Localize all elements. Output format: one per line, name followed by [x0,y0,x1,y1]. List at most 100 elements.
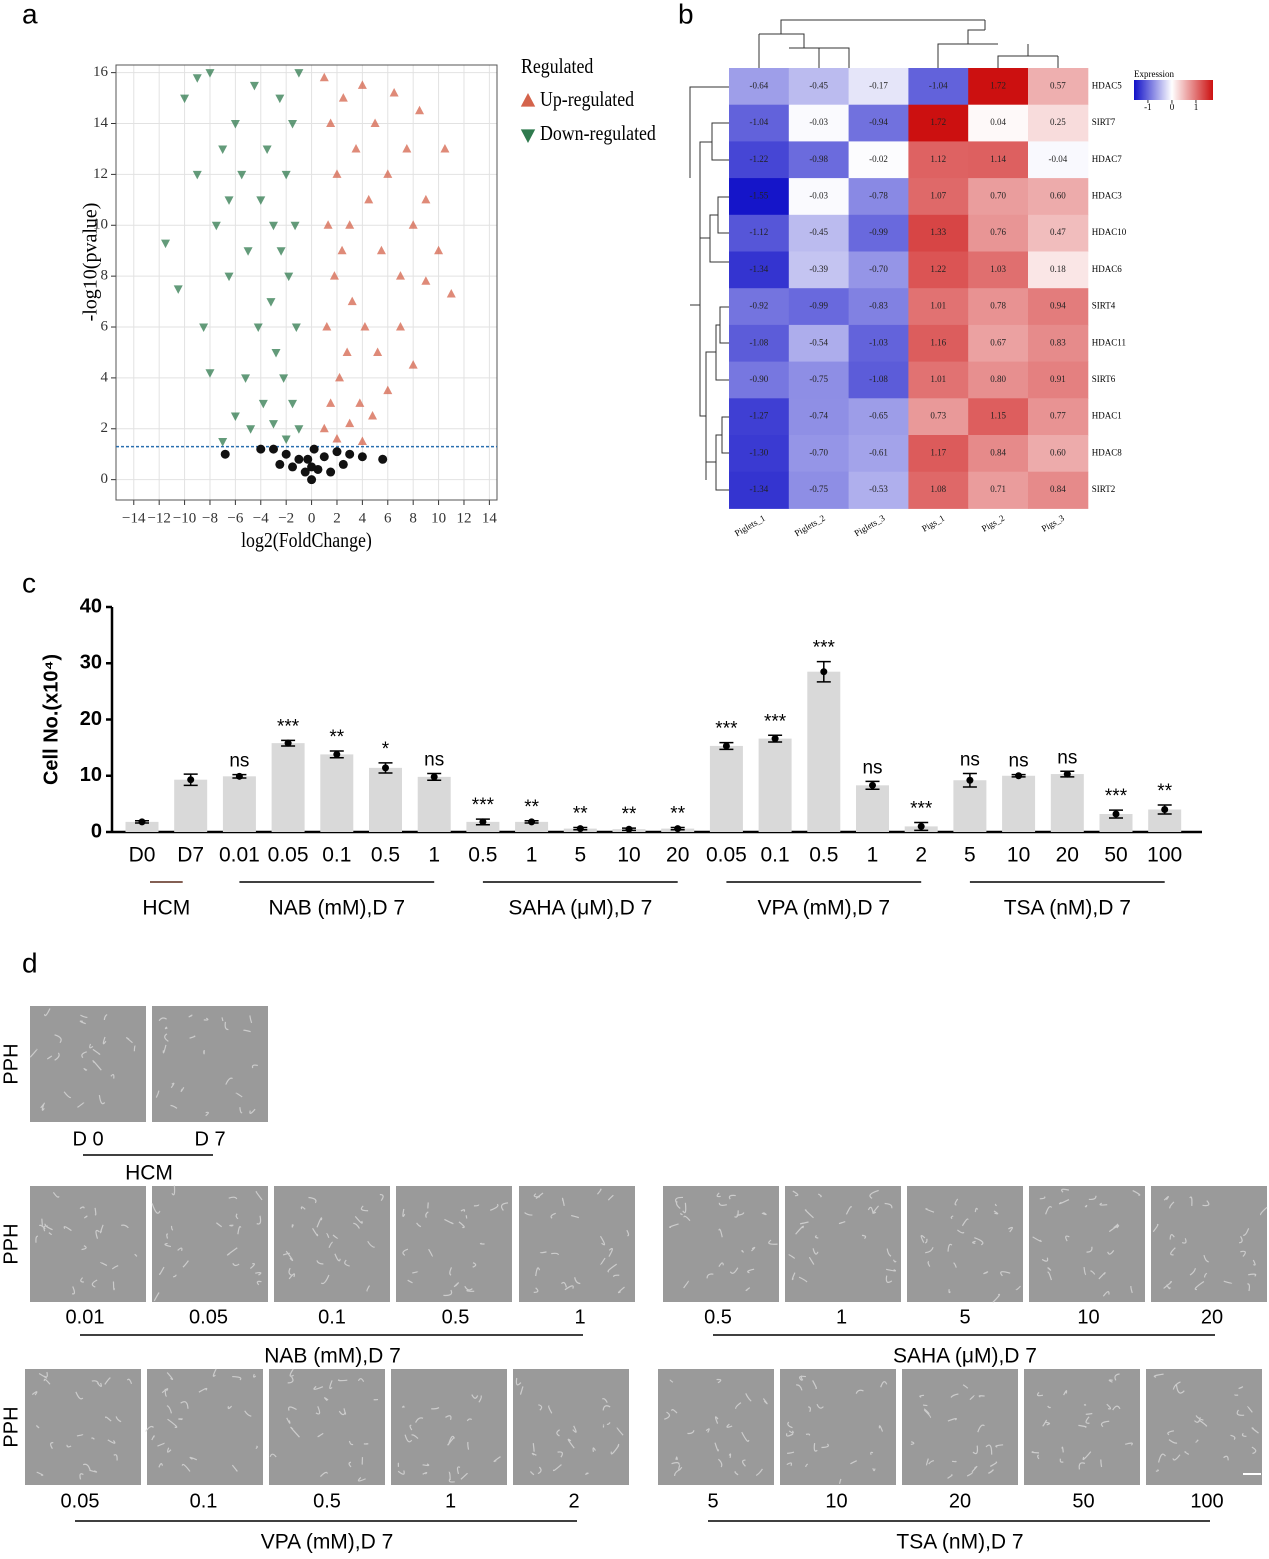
point [326,398,336,407]
condition-label: D 0 [72,1128,103,1150]
cell-label: 1.17 [930,447,946,457]
y-tick-label: 0 [101,471,109,487]
point [275,94,285,104]
point [360,322,370,331]
heatmap-cell [848,104,909,142]
panel-letter: d [22,947,38,978]
x-tick-label: 5 [964,844,976,867]
heatmap-cell [848,435,909,473]
bar [174,779,208,832]
cell-texture [145,1368,258,1472]
bar [125,821,159,832]
point [345,418,355,428]
heatmap-cell [1028,141,1089,179]
significance-label: ns [960,750,980,771]
cell-texture [1153,1373,1259,1472]
y-tick-label: 6 [101,318,109,334]
point [351,143,361,153]
point [395,322,405,331]
heatmap-cell [968,324,1029,363]
heatmap-cell [908,361,969,399]
cell-texture [29,1008,136,1111]
cell-label: 1.16 [930,337,946,347]
cell-label: -0.03 [809,191,828,201]
row-label: HDAC7 [1092,154,1123,164]
point [332,447,342,457]
cell-label: 1.07 [930,191,946,201]
heatmap-cell [1028,104,1089,142]
cell-label: 0.25 [1050,117,1066,127]
mean-dot [333,750,341,758]
colorbar [1134,80,1213,100]
cell-texture [1032,1188,1141,1297]
mean-dot [430,773,438,781]
heatmap-cell [788,324,850,363]
y-axis-title: -log10(pvalue) [80,203,102,322]
point [342,347,352,356]
column-label: Piglets_3 [853,513,887,539]
significance-label: ns [862,757,882,778]
condition-label: 100 [1190,1490,1223,1512]
micrograph [658,1369,774,1485]
x-tick-label: −2 [278,510,294,526]
x-tick-label: 10 [1007,844,1030,867]
x-tick-label: 1 [867,844,879,867]
mean-dot [576,825,584,833]
point [192,74,202,83]
cell-label: -1.03 [869,337,888,347]
heatmap-cell [729,141,790,179]
point [307,462,317,472]
condition-label: 1 [574,1306,585,1328]
point [319,423,329,433]
heatmap-cell [729,214,790,252]
heatmap-cell [729,435,790,473]
cell-label: 1.03 [990,264,1006,274]
cell-texture [1152,1195,1268,1292]
significance-label: *** [715,719,738,740]
micrograph [1024,1369,1140,1485]
cell-label: -1.27 [750,411,769,421]
x-tick-label: 20 [666,844,689,867]
point [218,145,228,154]
cell-label: -0.02 [869,154,888,164]
point [268,221,278,231]
row-label: PPH [0,1043,22,1084]
x-tick-label: 12 [456,510,471,526]
cell-label: -0.99 [809,301,828,311]
heatmap-cell [1028,68,1089,106]
row-label: HDAC10 [1092,227,1127,237]
bar [856,785,889,832]
micrograph [785,1186,901,1302]
micrograph [1029,1186,1145,1302]
bar [222,776,256,832]
heatmap-cell [908,435,969,473]
heatmap-cell [968,398,1029,436]
heatmap-cell [848,398,909,436]
cell-label: -0.04 [1049,154,1068,164]
significance-label: *** [813,638,836,659]
micrograph [902,1369,1018,1485]
condition-label: 0.5 [442,1306,470,1328]
bar [417,776,451,832]
x-tick-label: D0 [129,844,156,867]
legend-swatch [520,129,536,143]
heatmap-cell [968,251,1029,289]
point [199,323,209,333]
heatmap-cell [848,361,909,399]
cell-label: -0.70 [869,264,888,274]
point [224,196,234,205]
x-tick-label: 2 [333,510,341,526]
point [329,271,339,280]
colorbar-tick-label: 0 [1170,102,1175,112]
row-label: SIRT6 [1092,374,1116,384]
point [332,433,342,443]
cell-label: -0.45 [809,227,828,237]
point [323,220,333,229]
heatmap-cell [848,471,909,509]
point [421,276,431,285]
significance-label: ** [622,804,637,825]
colorbar-tick-label: 1 [1194,102,1199,112]
point [253,323,263,333]
condition-label: 0.01 [66,1306,105,1328]
cell-label: -0.74 [809,411,828,421]
